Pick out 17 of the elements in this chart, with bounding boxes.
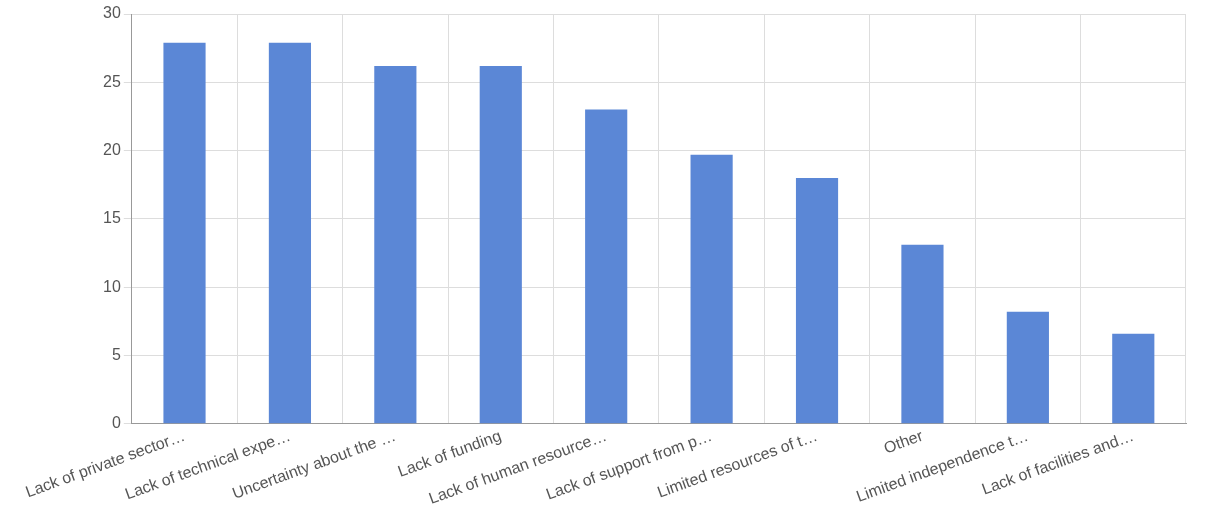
y-tick-label: 25 <box>103 72 121 90</box>
bar <box>901 244 944 424</box>
bar <box>690 154 733 424</box>
bar <box>795 177 839 424</box>
y-tick-label: 10 <box>103 277 121 295</box>
y-tick-label: 15 <box>103 209 121 227</box>
bar <box>163 42 206 424</box>
bar <box>1112 333 1155 424</box>
bar <box>268 42 312 424</box>
y-tick-label: 30 <box>103 4 121 22</box>
bar <box>585 109 628 424</box>
y-tick-label: 20 <box>103 141 121 158</box>
bar <box>479 65 522 424</box>
y-tick-label: 0 <box>111 414 121 432</box>
y-tick-label: 5 <box>111 345 121 363</box>
bar <box>374 65 417 424</box>
bar <box>1006 311 1049 424</box>
